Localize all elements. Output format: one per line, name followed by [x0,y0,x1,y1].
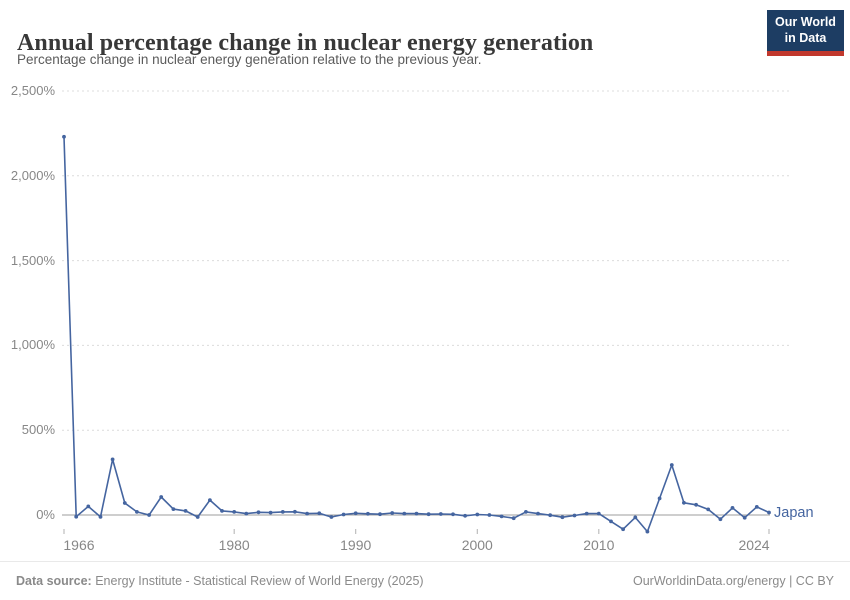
series-point [536,511,540,516]
series-point [159,495,164,499]
series-point [147,513,152,517]
series-point [414,511,419,516]
series-point [378,512,382,517]
series-point [195,515,200,519]
series-point [171,507,176,511]
y-axis-tick-label: 2,000% [10,167,55,183]
x-axis-tick-label: 2000 [461,537,493,553]
series-point [232,510,237,514]
series-point [74,514,79,519]
series-point [572,513,577,518]
series-entity-label: Japan [774,505,814,521]
series-point [524,510,528,514]
series-point [451,512,455,517]
series-point [475,512,480,517]
series-point [633,515,638,520]
chart-title: Annual percentage change in nuclear ener… [17,30,594,57]
x-axis-tick-label: 2010 [583,537,615,553]
series-point [244,511,249,516]
series-point [183,509,188,513]
series-point [669,463,674,467]
series-point [110,457,115,462]
series-point [208,498,212,502]
series-point [390,511,395,515]
series-point [548,513,553,518]
series-point [609,519,613,524]
footer-attribution: OurWorldinData.org/energy | CC BY [632,574,834,588]
x-axis-tick-label: 1980 [218,537,250,553]
series-point [317,511,322,516]
series-point [718,517,723,522]
series-point [293,509,297,514]
series-point [135,510,139,514]
series-point [694,502,698,507]
series-point [584,511,589,516]
datasource-text: Energy Institute - Statistical Review of… [91,574,424,588]
series-point [220,509,224,513]
series-point [596,511,601,516]
series-point [256,510,261,515]
footer-datasource: Data source: Energy Institute - Statisti… [16,574,424,588]
series-point [682,500,686,505]
series-point [657,496,662,501]
owid-logo: Our World in Data [767,10,844,56]
series-point [754,505,759,509]
series-point [511,516,516,521]
x-axis-tick-label: 2024 [738,537,770,553]
y-axis-tick-label: 1,500% [10,252,55,268]
series-point [86,504,91,509]
series-point [305,511,309,516]
series-point [353,511,358,516]
series-point [341,512,346,517]
series-point [426,512,431,517]
series-point [62,134,66,139]
series-point [366,511,370,516]
owid-logo-line1: Our World [775,15,836,29]
owid-logo-line2: in Data [784,30,827,45]
series-point [487,513,492,517]
series-point [645,529,650,534]
series-point [706,507,711,512]
series-point [402,511,407,516]
series-point [499,514,504,519]
y-axis-tick-label: 0% [36,507,55,522]
series-line-japan [63,136,770,533]
series-point [438,512,443,516]
series-point [560,515,565,520]
y-axis-tick-label: 500% [21,422,55,438]
x-axis-tick-label: 1966 [63,537,95,553]
y-axis-tick-label: 2,500% [10,83,55,98]
y-axis-tick-label: 1,000% [10,337,55,353]
series-point [268,510,273,515]
x-axis-tick-label: 1990 [340,537,372,553]
series-point [98,515,103,519]
series-point [730,506,735,510]
series-point [767,510,771,515]
series-point [463,513,467,518]
series-point [122,501,127,505]
datasource-label: Data source: [16,574,92,588]
footer: Data source: Energy Institute - Statisti… [0,561,850,600]
series-point [280,510,285,514]
series-point [621,527,625,532]
series-point [742,515,747,520]
series-point [329,515,334,519]
chart-subtitle: Percentage change in nuclear energy gene… [17,52,482,67]
